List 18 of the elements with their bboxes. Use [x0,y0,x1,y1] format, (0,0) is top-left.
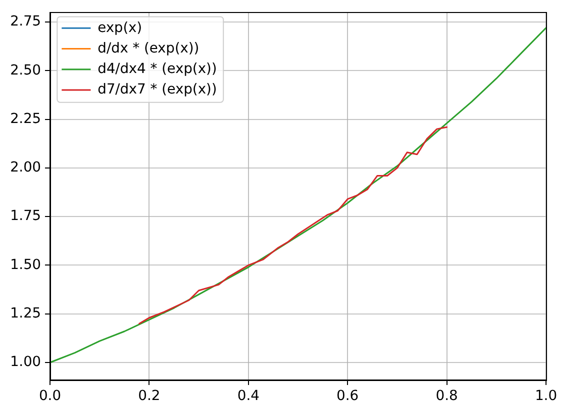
y-tick-label: 2.25 [10,110,41,127]
x-tick-label: 0.8 [436,388,458,404]
y-tick-label: 1.00 [10,354,41,370]
x-tick-label: 0.0 [38,388,62,404]
x-tick-label: 0.4 [237,388,260,404]
x-tick-label: 0.6 [336,388,359,404]
y-tick-label: 2.00 [10,160,41,176]
y-tick-label: 1.50 [10,256,41,273]
x-tick-label: 1.0 [534,388,558,404]
legend-label: exp(x) [98,20,142,36]
x-tick-label: 0.2 [138,388,160,404]
legend-label: d4/dx4 * (exp(x)) [98,60,217,77]
y-tick-label: 2.50 [10,62,41,78]
y-tick-label: 1.75 [10,208,41,224]
legend-label: d/dx * (exp(x)) [98,40,200,56]
y-tick-label: 2.75 [10,14,41,30]
legend-label: d7/dx7 * (exp(x)) [98,82,217,98]
y-tick-label: 1.25 [10,305,41,322]
